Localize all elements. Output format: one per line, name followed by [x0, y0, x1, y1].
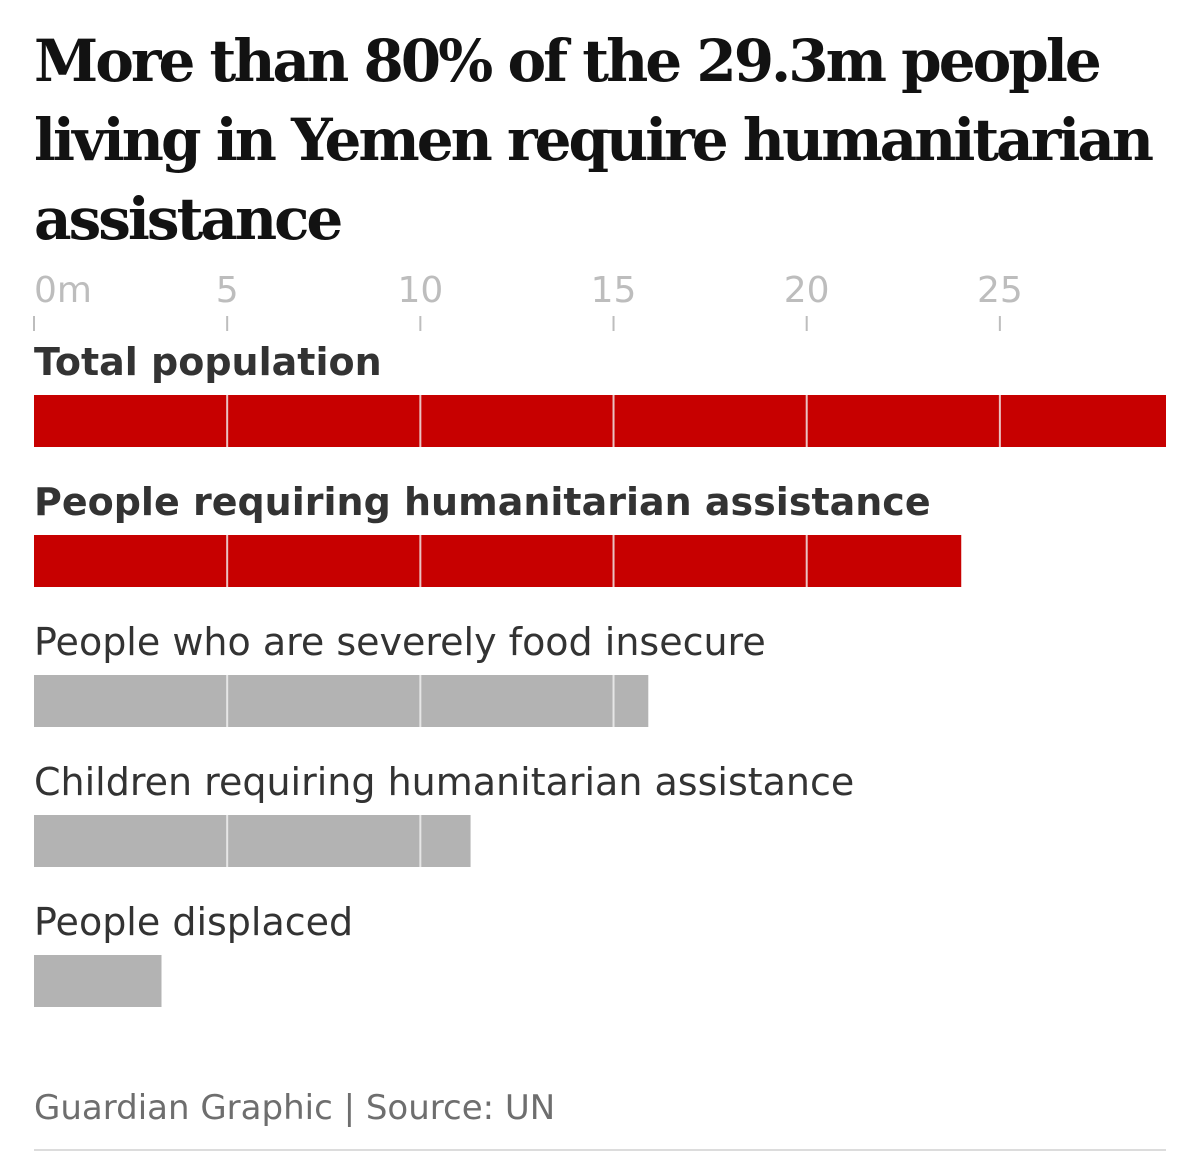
bar-label: Children requiring humanitarian assistan… [34, 760, 854, 804]
source-credit: Guardian Graphic | Source: UN [34, 1088, 556, 1128]
bar [34, 955, 162, 1007]
bar-label: Total population [34, 340, 382, 384]
bar [34, 535, 962, 587]
bottom-divider [34, 1149, 1166, 1151]
bar [34, 675, 649, 727]
bars: Total population People requiring humanit… [34, 340, 1166, 1007]
x-tick-label: 5 [216, 270, 239, 311]
bar [34, 395, 1166, 447]
x-axis: 0m 5 10 15 20 25 [33, 270, 1023, 331]
x-tick-label: 25 [977, 270, 1023, 311]
x-tick-label: 15 [591, 270, 637, 311]
bar [34, 815, 471, 867]
bar-label: People displaced [34, 900, 353, 944]
x-tick-label: 20 [784, 270, 830, 311]
bar-label: People who are severely food insecure [34, 620, 766, 664]
bar-label: People requiring humanitarian assistance [34, 480, 931, 524]
chart-title: More than 80% of the 29.3m people living… [34, 27, 1154, 253]
x-tick-label: 0m [34, 270, 92, 311]
x-tick-label: 10 [397, 270, 443, 311]
